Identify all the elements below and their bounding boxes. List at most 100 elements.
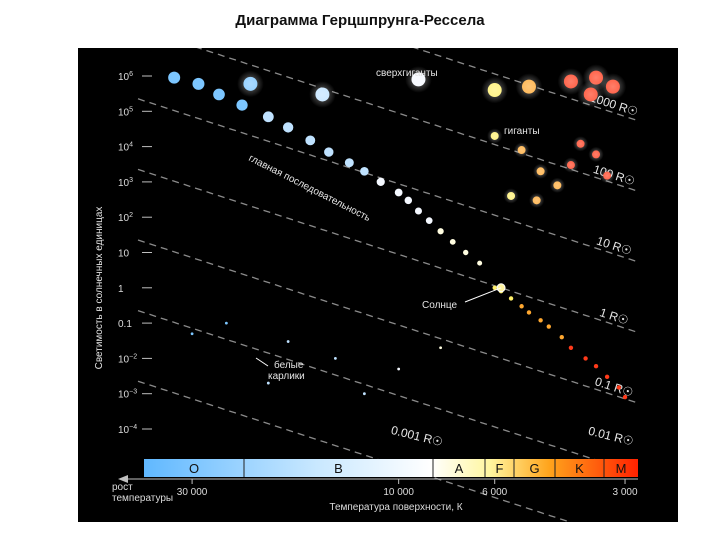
star-glow xyxy=(529,192,545,208)
star-glow xyxy=(577,81,605,108)
star-point xyxy=(463,249,469,256)
radius-line xyxy=(137,168,637,333)
star-point xyxy=(622,394,628,400)
star-glow xyxy=(599,73,627,100)
x-arrow-label: рост температуры xyxy=(112,482,173,504)
stars xyxy=(168,64,628,400)
star-glow xyxy=(533,163,549,179)
star-point xyxy=(224,321,228,325)
x-axis: 30 000 10 000 6 000 3 000 рост температуры Тем… xyxy=(112,475,638,513)
star-point xyxy=(213,88,225,101)
giants-label: гиганты xyxy=(504,126,540,137)
star-glow xyxy=(572,136,589,152)
white-dwarfs-label-line2: карлики xyxy=(268,371,305,382)
star-point xyxy=(519,304,524,309)
star-glow xyxy=(549,177,565,193)
star-point xyxy=(192,77,205,90)
star-point xyxy=(286,340,290,343)
star-glow xyxy=(588,146,604,163)
spectral-class-label: M xyxy=(616,461,627,476)
spectral-class-label: O xyxy=(189,461,199,476)
star-glow xyxy=(563,157,579,173)
star-point xyxy=(414,207,422,215)
star-point xyxy=(262,111,274,123)
star-point xyxy=(425,217,433,224)
radius-line xyxy=(137,309,637,474)
spectral-gradient-bar xyxy=(144,459,638,477)
star-point xyxy=(604,374,610,380)
star-point xyxy=(449,238,456,245)
star-point xyxy=(190,332,194,336)
radius-line xyxy=(137,98,637,262)
y-tick-label: 10−2 xyxy=(118,353,137,365)
star-point xyxy=(282,122,294,133)
star-glow xyxy=(515,73,543,100)
star-point xyxy=(593,364,599,369)
radius-line xyxy=(196,48,637,192)
star-point xyxy=(333,357,337,360)
y-tick-label: 105 xyxy=(118,106,133,118)
star-point xyxy=(394,188,403,197)
y-tick-label: 10−4 xyxy=(118,424,137,436)
star-point xyxy=(583,356,588,361)
spectral-class-label: K xyxy=(575,461,584,476)
star-point xyxy=(568,345,574,350)
star-glow xyxy=(481,76,509,104)
star-glow xyxy=(237,70,264,98)
x-tick-label: 3 000 xyxy=(613,487,638,498)
star-glow xyxy=(599,168,615,184)
y-axis-label: Светимость в солнечных единицах xyxy=(94,207,105,370)
x-tick-label: 30 000 xyxy=(177,487,208,498)
spectral-class-label: F xyxy=(496,461,504,476)
y-tick-label: 102 xyxy=(118,212,133,224)
y-tick-label: 0.1 xyxy=(118,319,132,330)
star-point xyxy=(376,177,385,186)
sun-label: Солнце xyxy=(422,300,458,311)
spectral-class-label: A xyxy=(455,461,464,476)
y-tick-label: 10−3 xyxy=(118,389,137,401)
star-glow xyxy=(557,68,585,95)
star-point xyxy=(236,99,248,111)
star-point xyxy=(616,385,622,390)
star-point xyxy=(546,324,551,329)
star-point xyxy=(477,260,483,266)
star-point xyxy=(362,392,366,396)
star-point xyxy=(538,318,543,323)
white-dwarfs-label-line1: белые xyxy=(274,359,304,371)
star-point xyxy=(305,135,316,146)
x-axis-label: Температура поверхности, К xyxy=(329,502,462,513)
star-point xyxy=(559,334,564,340)
star-point xyxy=(324,147,334,157)
star-glow xyxy=(405,66,432,93)
plot-background xyxy=(78,48,678,522)
y-tick-label: 104 xyxy=(118,142,133,154)
y-tick-label: 106 xyxy=(118,71,133,83)
spectral-class-label: G xyxy=(529,461,539,476)
x-tick-label: 10 000 xyxy=(383,487,414,498)
radius-line xyxy=(137,380,572,522)
star-point xyxy=(526,310,532,315)
page-title: Диаграмма Герцшпрунга-Рессела xyxy=(235,12,485,29)
supergiants-label: сверхгиганты xyxy=(376,68,438,79)
x-axis-arrow xyxy=(118,475,128,483)
star-point xyxy=(360,166,369,176)
y-tick-label: 10 xyxy=(118,249,130,260)
star-glow xyxy=(487,128,503,144)
star-point xyxy=(266,381,270,385)
radius-line xyxy=(137,239,637,404)
star-point xyxy=(437,228,444,235)
star-glow xyxy=(503,188,519,204)
y-tick-label: 1 xyxy=(118,284,124,295)
hr-diagram: 1000 R☉100 R☉10 R☉1 R☉0.1 R☉0.01 R☉0.001… xyxy=(78,48,678,522)
sun-point xyxy=(496,283,506,293)
radius-line xyxy=(413,48,637,121)
star-point xyxy=(439,346,443,350)
y-tick-label: 103 xyxy=(118,177,133,189)
star-glow xyxy=(514,142,530,158)
star-point xyxy=(397,367,401,371)
spectral-class-label: B xyxy=(334,461,343,476)
white-dwarfs-pointer xyxy=(255,357,269,367)
star-point xyxy=(508,296,514,301)
